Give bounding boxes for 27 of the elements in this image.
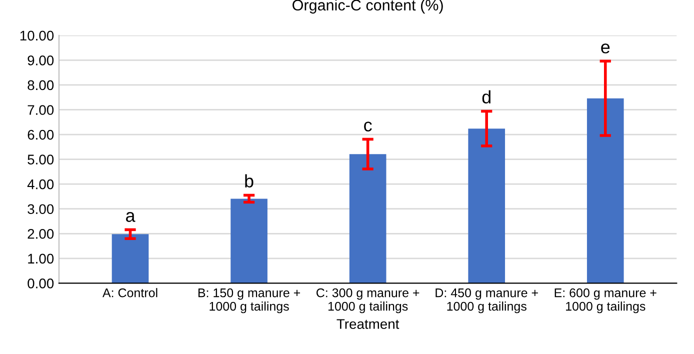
y-tick-label: 4.00 — [27, 179, 54, 190]
bar — [468, 128, 506, 284]
y-tick-label: 7.00 — [28, 105, 54, 115]
bar — [586, 98, 624, 284]
annotation: c — [364, 122, 372, 132]
annotation: b — [245, 174, 254, 188]
y-tick-label: 1.00 — [28, 254, 54, 264]
bar — [230, 198, 268, 284]
y-tick-label: 0.00 — [28, 278, 54, 288]
y-tick-label: 9.00 — [28, 56, 54, 66]
x-tick-label: B: 150 g manure + 1000 g tailings — [198, 288, 300, 314]
annotation: a — [126, 212, 136, 222]
x-axis-title: Treatment — [336, 319, 400, 329]
y-tick-label: 10.00 — [20, 30, 54, 41]
x-tick-label: E: 600 g manure + 1000 g tailings — [554, 288, 656, 314]
bar — [112, 234, 149, 284]
y-tick-label: 2.00 — [28, 228, 54, 239]
bar — [349, 154, 386, 284]
y-tick-label: 3.00 — [28, 204, 54, 214]
annotation: e — [601, 44, 610, 54]
x-tick-label: D: 450 g manure + 1000 g tailings — [436, 288, 538, 314]
y-tick-label: 8.00 — [28, 80, 54, 90]
annotation: d — [482, 90, 490, 104]
x-tick-label: C: 300 g manure + 1000 g tailings — [316, 288, 420, 314]
y-tick-label: 5.00 — [28, 154, 54, 164]
y-tick-label: 6.00 — [28, 130, 54, 140]
x-tick-label: A: Control — [102, 288, 158, 298]
